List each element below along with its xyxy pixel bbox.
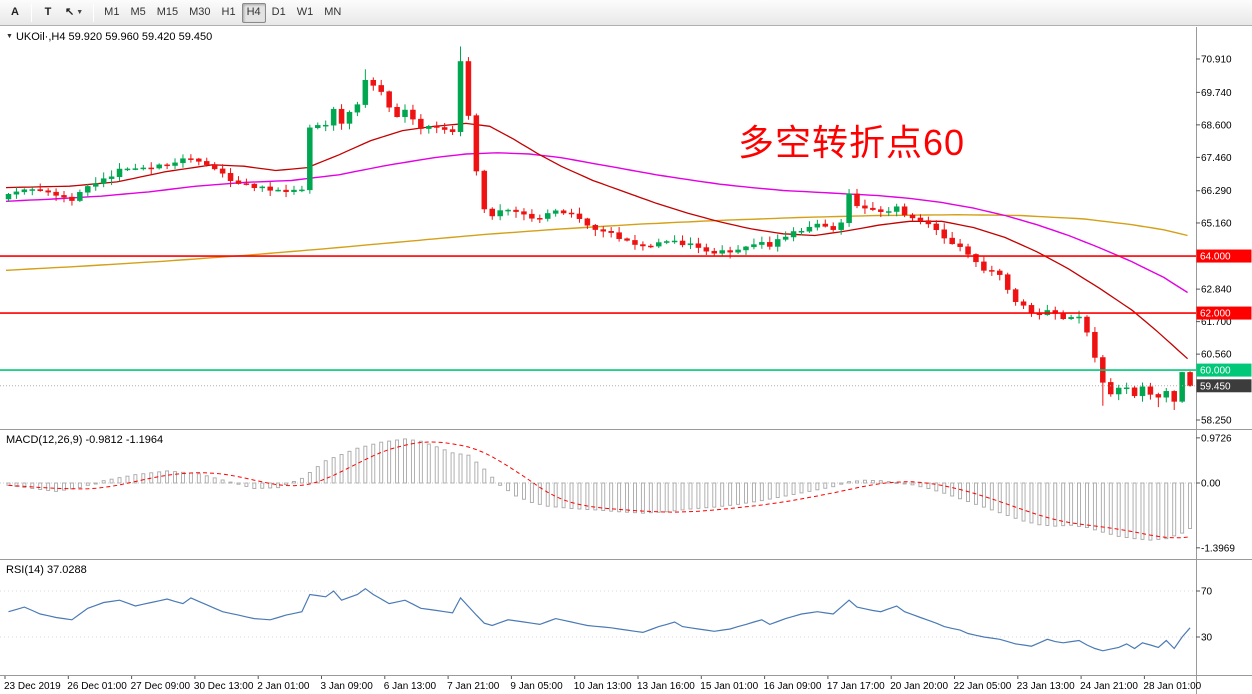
toolbar-separator xyxy=(93,3,95,22)
timeframe-w1[interactable]: W1 xyxy=(292,3,319,23)
chevron-down-icon: ▼ xyxy=(76,9,84,16)
macd-indicator-label: MACD(12,26,9) -0.9812 -1.1964 xyxy=(6,434,164,446)
svg-text:24 Jan 21:00: 24 Jan 21:00 xyxy=(1080,681,1138,692)
svg-text:65.160: 65.160 xyxy=(1201,218,1232,229)
svg-text:26 Dec 01:00: 26 Dec 01:00 xyxy=(67,681,127,692)
timeframe-mn[interactable]: MN xyxy=(319,3,346,23)
svg-text:30 Dec 13:00: 30 Dec 13:00 xyxy=(194,681,254,692)
svg-text:66.290: 66.290 xyxy=(1201,186,1232,197)
svg-text:13 Jan 16:00: 13 Jan 16:00 xyxy=(637,681,695,692)
svg-text:64.000: 64.000 xyxy=(1200,252,1231,263)
panel-separators xyxy=(0,27,1252,694)
svg-text:67.460: 67.460 xyxy=(1201,153,1232,164)
macd-panel: 0.9726 0.00 -1.3969 xyxy=(0,433,1235,554)
rsi-panel: 70 30 xyxy=(0,587,1213,652)
timeframe-h1[interactable]: H1 xyxy=(217,3,241,23)
chart-annotation[interactable]: 多空转折点60 xyxy=(738,122,966,163)
svg-text:59.450: 59.450 xyxy=(1200,381,1231,392)
svg-text:23 Dec 2019: 23 Dec 2019 xyxy=(4,681,61,692)
symbol-title: UKOil·,H4 59.920 59.960 59.420 59.450 xyxy=(15,31,213,43)
svg-text:0.00: 0.00 xyxy=(1201,479,1221,490)
collapse-panel-icon[interactable]: ▼ xyxy=(6,33,13,40)
toolbar-separator xyxy=(31,3,32,22)
svg-text:61.700: 61.700 xyxy=(1201,317,1232,328)
cursor-tool-dropdown[interactable]: ↖ ▼ xyxy=(60,3,88,23)
timeframe-m5[interactable]: M5 xyxy=(125,3,150,23)
svg-text:60.560: 60.560 xyxy=(1201,350,1232,361)
symbol-ohlc-line: ▼ UKOil·,H4 59.920 59.960 59.420 59.450 xyxy=(6,31,212,43)
timeframe-d1[interactable]: D1 xyxy=(267,3,291,23)
svg-text:62.000: 62.000 xyxy=(1200,309,1231,320)
svg-text:27 Dec 09:00: 27 Dec 09:00 xyxy=(131,681,191,692)
svg-text:58.250: 58.250 xyxy=(1201,415,1232,426)
svg-text:0.9726: 0.9726 xyxy=(1201,433,1232,444)
timeframe-m30[interactable]: M30 xyxy=(184,3,215,23)
svg-text:20 Jan 20:00: 20 Jan 20:00 xyxy=(890,681,948,692)
svg-text:-1.3969: -1.3969 xyxy=(1201,543,1235,554)
svg-text:7 Jan 21:00: 7 Jan 21:00 xyxy=(447,681,500,692)
svg-text:6 Jan 13:00: 6 Jan 13:00 xyxy=(384,681,437,692)
timeframe-h4[interactable]: H4 xyxy=(241,2,266,23)
time-axis[interactable]: 23 Dec 2019 26 Dec 01:00 27 Dec 09:00 30 De… xyxy=(4,676,1202,692)
timeframe-m1[interactable]: M1 xyxy=(99,3,124,23)
horizontal-lines[interactable] xyxy=(0,255,1196,387)
main-toolbar: A T ↖ ▼ M1 M5 M15 M30 H1 H4 D1 W1 MN xyxy=(0,0,1252,26)
svg-text:15 Jan 01:00: 15 Jan 01:00 xyxy=(700,681,758,692)
svg-text:2 Jan 01:00: 2 Jan 01:00 xyxy=(257,681,310,692)
rsi-indicator-label: RSI(14) 37.0288 xyxy=(6,564,87,576)
svg-text:28 Jan 01:00: 28 Jan 01:00 xyxy=(1143,681,1201,692)
svg-text:3 Jan 09:00: 3 Jan 09:00 xyxy=(321,681,374,692)
svg-text:62.840: 62.840 xyxy=(1201,285,1232,296)
svg-text:22 Jan 05:00: 22 Jan 05:00 xyxy=(954,681,1012,692)
svg-text:69.740: 69.740 xyxy=(1201,88,1232,99)
svg-text:68.600: 68.600 xyxy=(1201,120,1232,131)
svg-text:10 Jan 13:00: 10 Jan 13:00 xyxy=(574,681,632,692)
svg-text:16 Jan 09:00: 16 Jan 09:00 xyxy=(764,681,822,692)
text-tool-button[interactable]: T xyxy=(37,3,59,23)
svg-text:23 Jan 13:00: 23 Jan 13:00 xyxy=(1017,681,1075,692)
svg-text:30: 30 xyxy=(1201,633,1213,644)
arrow-tool-button[interactable]: A xyxy=(4,3,26,23)
price-axis[interactable]: 70.910 69.740 68.600 67.460 66.290 65.160 62.8… xyxy=(1196,55,1252,427)
candles xyxy=(5,46,1193,411)
svg-text:60.000: 60.000 xyxy=(1200,366,1231,377)
svg-text:17 Jan 17:00: 17 Jan 17:00 xyxy=(827,681,885,692)
cursor-icon: ↖ xyxy=(65,6,75,18)
svg-text:70.910: 70.910 xyxy=(1201,55,1232,66)
timeframe-m15[interactable]: M15 xyxy=(152,3,183,23)
svg-text:9 Jan 05:00: 9 Jan 05:00 xyxy=(510,681,563,692)
svg-text:70: 70 xyxy=(1201,587,1213,598)
